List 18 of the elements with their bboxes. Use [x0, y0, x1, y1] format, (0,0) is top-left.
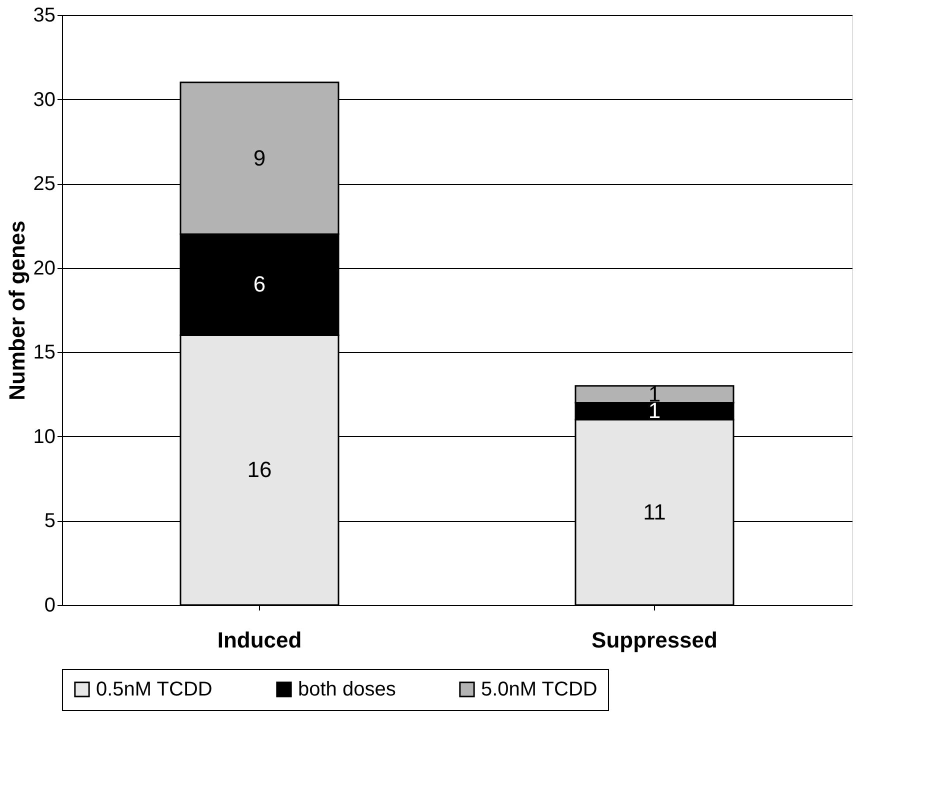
y-tick-label: 10: [33, 426, 56, 448]
y-tick-label: 15: [33, 342, 56, 364]
y-tick-label: 20: [33, 257, 56, 280]
x-tick-label: Suppressed: [592, 628, 718, 652]
data-label: 16: [247, 457, 272, 482]
y-tick-label: 35: [33, 4, 56, 26]
legend-label: 5.0nM TCDD: [481, 678, 598, 700]
y-tick-label: 0: [44, 594, 56, 616]
y-tick-label: 30: [33, 88, 56, 111]
x-tick-label: Induced: [217, 628, 302, 652]
data-label: 11: [643, 499, 666, 524]
y-tick-label: 5: [44, 510, 56, 532]
data-label: 6: [253, 272, 266, 297]
y-axis-title: Number of genes: [4, 220, 30, 400]
data-label: 9: [253, 145, 266, 170]
y-tick-label: 25: [33, 173, 56, 196]
legend-label: both doses: [298, 678, 396, 700]
legend-label: 0.5nM TCDD: [96, 678, 212, 700]
